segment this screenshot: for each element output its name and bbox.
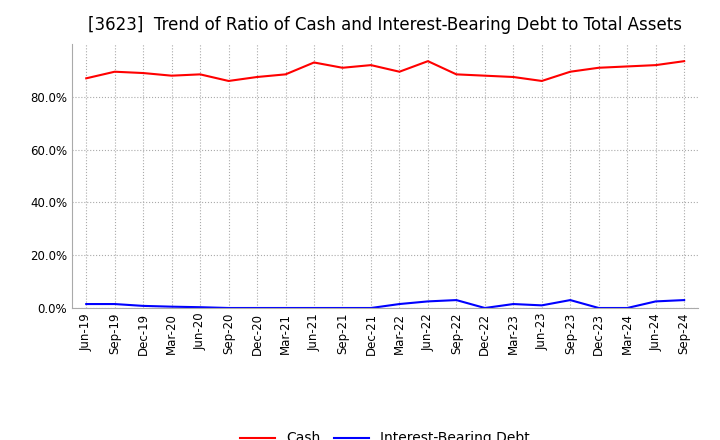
Cash xyxy=(225,78,233,84)
Cash xyxy=(452,72,461,77)
Cash xyxy=(253,74,261,80)
Interest-Bearing Debt xyxy=(366,305,375,311)
Interest-Bearing Debt xyxy=(537,303,546,308)
Interest-Bearing Debt xyxy=(623,305,631,311)
Interest-Bearing Debt xyxy=(452,297,461,303)
Interest-Bearing Debt xyxy=(423,299,432,304)
Cash xyxy=(680,59,688,64)
Interest-Bearing Debt xyxy=(110,301,119,307)
Cash xyxy=(623,64,631,69)
Cash xyxy=(196,72,204,77)
Cash xyxy=(167,73,176,78)
Cash xyxy=(110,69,119,74)
Interest-Bearing Debt xyxy=(139,303,148,308)
Cash xyxy=(595,65,603,70)
Interest-Bearing Debt xyxy=(595,305,603,311)
Cash xyxy=(509,74,518,80)
Line: Cash: Cash xyxy=(86,61,684,81)
Legend: Cash, Interest-Bearing Debt: Cash, Interest-Bearing Debt xyxy=(235,426,536,440)
Line: Interest-Bearing Debt: Interest-Bearing Debt xyxy=(86,300,684,308)
Interest-Bearing Debt xyxy=(652,299,660,304)
Interest-Bearing Debt xyxy=(310,305,318,311)
Cash xyxy=(139,70,148,76)
Cash xyxy=(282,72,290,77)
Interest-Bearing Debt xyxy=(253,305,261,311)
Interest-Bearing Debt xyxy=(225,305,233,311)
Interest-Bearing Debt xyxy=(566,297,575,303)
Interest-Bearing Debt xyxy=(282,305,290,311)
Interest-Bearing Debt xyxy=(82,301,91,307)
Cash xyxy=(423,59,432,64)
Cash xyxy=(366,62,375,68)
Cash xyxy=(82,76,91,81)
Interest-Bearing Debt xyxy=(395,301,404,307)
Cash xyxy=(566,69,575,74)
Interest-Bearing Debt xyxy=(480,305,489,311)
Cash xyxy=(395,69,404,74)
Cash xyxy=(310,60,318,65)
Interest-Bearing Debt xyxy=(167,304,176,309)
Cash xyxy=(537,78,546,84)
Title: [3623]  Trend of Ratio of Cash and Interest-Bearing Debt to Total Assets: [3623] Trend of Ratio of Cash and Intere… xyxy=(88,16,683,34)
Interest-Bearing Debt xyxy=(680,297,688,303)
Interest-Bearing Debt xyxy=(509,301,518,307)
Interest-Bearing Debt xyxy=(196,304,204,310)
Cash xyxy=(652,62,660,68)
Interest-Bearing Debt xyxy=(338,305,347,311)
Cash xyxy=(480,73,489,78)
Cash xyxy=(338,65,347,70)
